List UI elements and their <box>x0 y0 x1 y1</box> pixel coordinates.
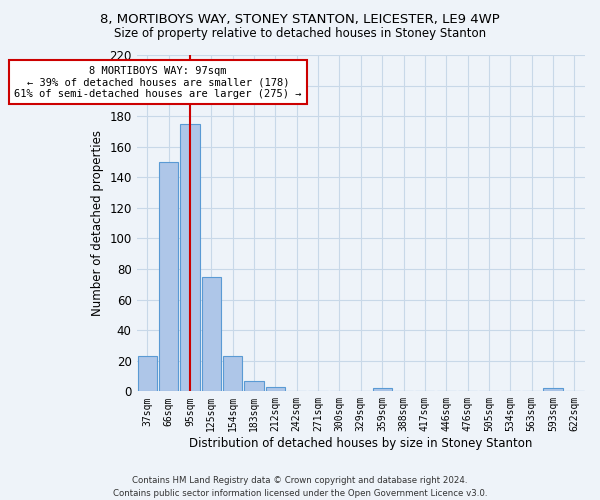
Bar <box>137 356 157 392</box>
Text: 8 MORTIBOYS WAY: 97sqm
← 39% of detached houses are smaller (178)
61% of semi-de: 8 MORTIBOYS WAY: 97sqm ← 39% of detached… <box>14 66 302 99</box>
Text: Contains HM Land Registry data © Crown copyright and database right 2024.
Contai: Contains HM Land Registry data © Crown c… <box>113 476 487 498</box>
Y-axis label: Number of detached properties: Number of detached properties <box>91 130 104 316</box>
Bar <box>244 380 263 392</box>
Bar <box>181 124 200 392</box>
Bar <box>544 388 563 392</box>
Bar <box>373 388 392 392</box>
X-axis label: Distribution of detached houses by size in Stoney Stanton: Distribution of detached houses by size … <box>189 437 532 450</box>
Bar <box>159 162 178 392</box>
Text: Size of property relative to detached houses in Stoney Stanton: Size of property relative to detached ho… <box>114 28 486 40</box>
Bar <box>266 386 285 392</box>
Text: 8, MORTIBOYS WAY, STONEY STANTON, LEICESTER, LE9 4WP: 8, MORTIBOYS WAY, STONEY STANTON, LEICES… <box>100 12 500 26</box>
Bar <box>202 276 221 392</box>
Bar <box>223 356 242 392</box>
